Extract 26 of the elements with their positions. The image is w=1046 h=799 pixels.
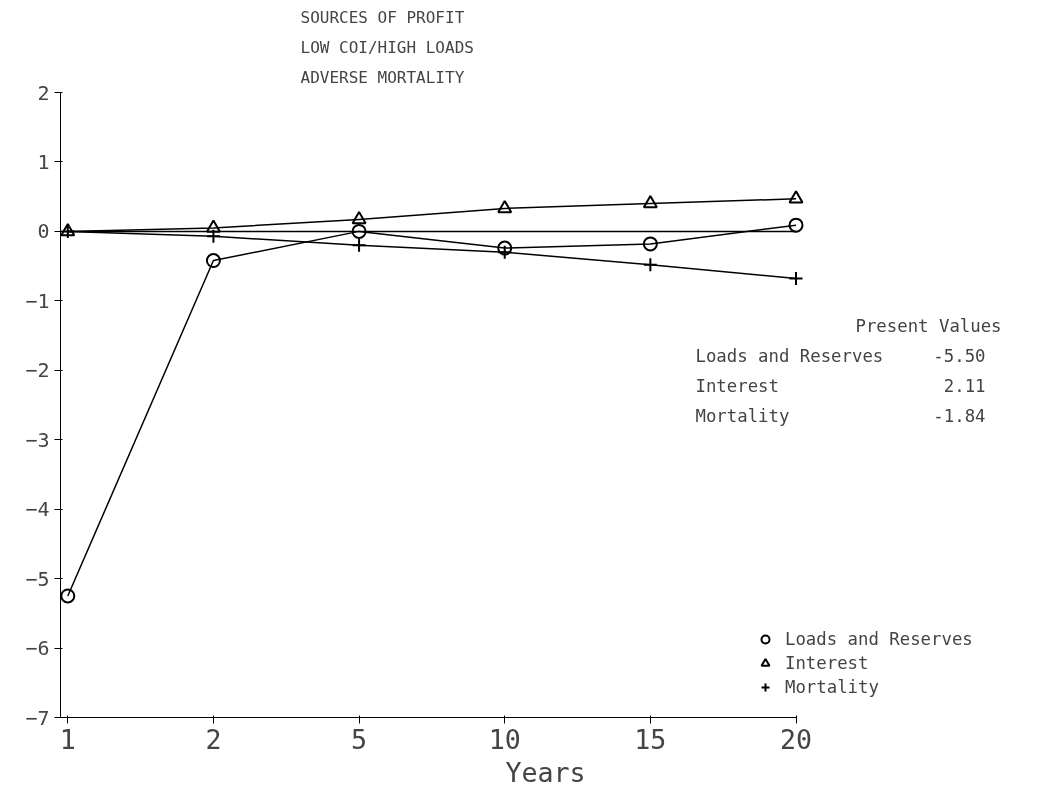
x-tick-label: 20 [779,723,813,755]
y-tick-label: −7 [25,705,50,730]
y-tick-label: 2 [37,80,50,105]
y-tick-label: 0 [37,219,50,244]
x-tick-label: 15 [634,723,667,755]
x-axis-title: Years [505,756,586,788]
x-tick-label: 10 [488,723,521,755]
text: Loads and Reserves -5.50 [695,345,986,366]
chart-title: SOURCES OF PROFIT [300,7,465,27]
text: Interest 2.11 [695,375,986,396]
y-tick-label: −6 [25,636,50,661]
x-tick-label: 5 [351,723,368,755]
y-tick-label: −5 [25,566,50,591]
y-tick-label: −1 [25,288,50,313]
x-tick-label: 1 [59,723,76,755]
x-tick-label: 2 [205,723,222,755]
chart-subtitle: LOW COI/HIGH LOADS ADVERSE MORTALITY [300,38,474,88]
y-tick-label: −2 [25,358,50,383]
y-tick-label: −4 [25,497,50,522]
legend-label: Interest [785,653,869,673]
text: Present Values [855,315,1002,336]
legend-label: Loads and Reserves [785,629,973,649]
text: Mortality -1.84 [695,405,986,426]
legend-label: Mortality [785,677,879,697]
y-tick-label: −3 [25,427,50,452]
y-tick-label: 1 [37,149,50,174]
